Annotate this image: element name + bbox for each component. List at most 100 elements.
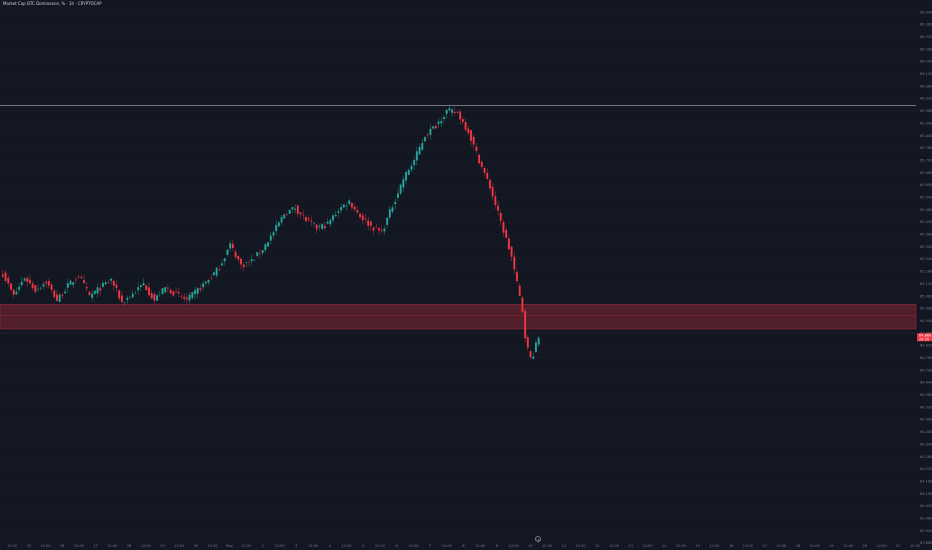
price-zone[interactable] xyxy=(0,304,917,330)
candle xyxy=(58,292,61,303)
candle xyxy=(258,248,261,259)
time-tick-label: 17 xyxy=(762,544,766,548)
candle xyxy=(96,283,99,299)
candle xyxy=(388,205,391,221)
time-tick-label: 2 xyxy=(262,544,264,548)
candle xyxy=(210,273,213,280)
candle xyxy=(99,283,102,296)
candle xyxy=(342,203,345,209)
price-tick-label: 64.220 xyxy=(920,467,932,471)
candle xyxy=(283,213,286,219)
candle xyxy=(240,257,242,270)
scroll-to-realtime-button[interactable] xyxy=(535,536,541,542)
time-tick-label: 25 xyxy=(26,544,30,548)
price-tick-label: 64.460 xyxy=(920,418,932,422)
candle xyxy=(529,350,532,360)
time-tick-label: 12:00 xyxy=(910,544,920,548)
candle xyxy=(104,280,107,286)
time-tick-label: 12:00 xyxy=(810,544,820,548)
candle xyxy=(191,291,194,300)
candle xyxy=(356,205,359,214)
candle xyxy=(64,288,67,294)
price-tick-label: 65.960 xyxy=(920,109,932,113)
candle xyxy=(521,296,524,314)
candle xyxy=(304,215,307,223)
price-tick-label: 65.720 xyxy=(920,158,932,162)
candle xyxy=(383,225,386,235)
time-axis: 12:00 25 12:00 26 12:00 27 12:00 28 12:00 29 12:00… xyxy=(7,544,920,548)
candle xyxy=(302,210,305,220)
candle xyxy=(340,204,343,214)
candle xyxy=(256,251,259,257)
candle xyxy=(166,285,169,294)
candle xyxy=(156,293,159,301)
candle xyxy=(399,183,402,196)
time-tick-label: 21 xyxy=(896,544,900,548)
candle xyxy=(445,108,448,119)
price-tick-label: 64.400 xyxy=(920,430,932,434)
candle xyxy=(72,282,75,289)
price-tick-label: 65.900 xyxy=(920,121,932,125)
last-price-countdown: 26:35 xyxy=(919,337,929,341)
candle xyxy=(367,216,370,231)
candle xyxy=(169,288,172,294)
time-tick-label: 12:00 xyxy=(877,544,887,548)
candle xyxy=(85,282,88,292)
candle xyxy=(264,242,267,253)
price-tick-label: 65.120 xyxy=(920,282,932,286)
candle xyxy=(507,235,510,250)
price-tick-label: 64.160 xyxy=(920,479,932,483)
candle xyxy=(497,200,500,216)
candle xyxy=(448,104,451,112)
price-tick-label: 66.020 xyxy=(920,97,932,101)
time-tick-label: 12:00 xyxy=(408,544,418,548)
candle xyxy=(286,212,288,216)
candle xyxy=(456,111,459,114)
time-tick-label: 12:00 xyxy=(208,544,218,548)
candle xyxy=(488,178,491,192)
price-tick-label: 64.100 xyxy=(920,492,932,496)
candle xyxy=(291,206,294,214)
candle xyxy=(180,294,183,300)
candle xyxy=(261,249,264,256)
candle xyxy=(326,217,329,225)
candle xyxy=(323,221,326,232)
candle xyxy=(280,214,283,226)
price-tick-label: 65.240 xyxy=(920,257,932,261)
candle xyxy=(467,125,470,136)
candle xyxy=(472,133,475,149)
candle xyxy=(39,286,42,291)
candle xyxy=(202,281,205,292)
candle xyxy=(486,168,489,180)
candle xyxy=(123,301,126,306)
time-tick-label: 15 xyxy=(695,544,699,548)
candle xyxy=(139,285,142,291)
candle xyxy=(394,198,397,210)
price-tick-label: 65.180 xyxy=(920,270,932,274)
price-tick-label: 64.940 xyxy=(920,319,932,323)
price-tick-label: 65.660 xyxy=(920,171,932,175)
candle xyxy=(537,336,540,347)
candle xyxy=(153,291,156,304)
candle xyxy=(34,284,37,294)
grid-layer xyxy=(0,11,916,544)
last-price-label-bg xyxy=(917,333,932,342)
time-tick-label: 12:00 xyxy=(676,544,686,548)
candle xyxy=(307,214,310,223)
candle xyxy=(405,170,407,184)
candle xyxy=(250,254,253,266)
candle xyxy=(107,279,110,285)
candle xyxy=(499,209,502,226)
time-tick-label: 9 xyxy=(496,544,498,548)
price-tick-label: 64.760 xyxy=(920,356,932,360)
candle xyxy=(396,188,399,201)
time-tick-label: 12:00 xyxy=(241,544,251,548)
price-tick-label: 65.780 xyxy=(920,146,932,150)
candle xyxy=(10,282,12,292)
candle xyxy=(442,114,445,123)
candle xyxy=(429,124,432,140)
candle xyxy=(47,278,50,289)
time-tick-label: 12:00 xyxy=(375,544,385,548)
candle xyxy=(50,282,53,294)
